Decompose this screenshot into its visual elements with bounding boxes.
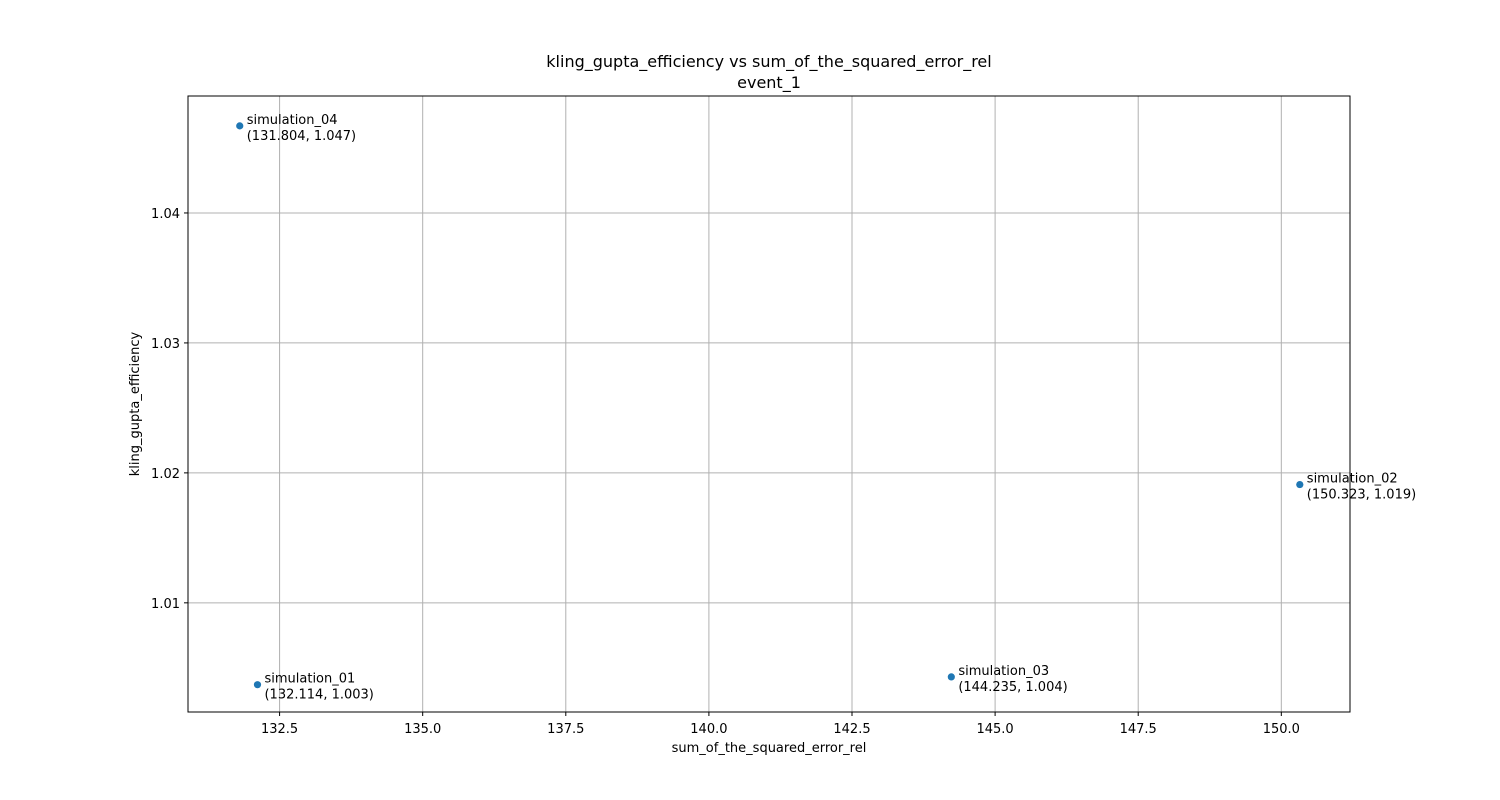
y-tick-label: 1.01 (151, 597, 180, 612)
point-coord-label: (132.114, 1.003) (264, 688, 373, 703)
x-tick-label: 137.5 (547, 722, 584, 737)
point-name-label: simulation_02 (1307, 472, 1398, 487)
x-axis-label: sum_of_the_squared_error_rel (672, 741, 867, 756)
y-tick-label: 1.02 (151, 467, 180, 482)
plot-area-frame (187, 95, 1351, 713)
point-coord-label: (144.235, 1.004) (958, 680, 1067, 695)
x-tick-label: 150.0 (1263, 722, 1300, 737)
y-tick-label: 1.04 (151, 207, 180, 222)
point-coord-label: (131.804, 1.047) (247, 129, 356, 144)
point-name-label: simulation_03 (958, 664, 1049, 679)
scatter-point (236, 122, 244, 130)
chart-subtitle: event_1 (737, 73, 801, 93)
chart-title: kling_gupta_efficiency vs sum_of_the_squ… (546, 52, 991, 72)
axis-ticks: 132.5 135.0 137.5 140.0 142.5 145.0 147.5 150.0… (151, 207, 1300, 737)
grid-lines (188, 96, 1350, 712)
scatter-point (1296, 480, 1304, 489)
y-tick-label: 1.03 (151, 337, 180, 352)
x-tick-label: 135.0 (404, 722, 441, 737)
data-points: simulation_01(132.114, 1.003) simulation_… (236, 113, 1416, 703)
x-tick-label: 147.5 (1120, 722, 1157, 737)
x-tick-label: 145.0 (976, 722, 1013, 737)
scatter-point (253, 681, 262, 689)
point-name-label: simulation_01 (264, 672, 355, 687)
point-name-label: simulation_04 (247, 113, 338, 128)
y-axis-label: kling_gupta_efficiency (128, 331, 143, 476)
x-tick-label: 140.0 (690, 722, 727, 737)
x-tick-label: 142.5 (833, 722, 870, 737)
point-coord-label: (150.323, 1.019) (1307, 488, 1416, 503)
scatter-point (947, 673, 955, 681)
x-tick-label: 132.5 (261, 722, 298, 737)
